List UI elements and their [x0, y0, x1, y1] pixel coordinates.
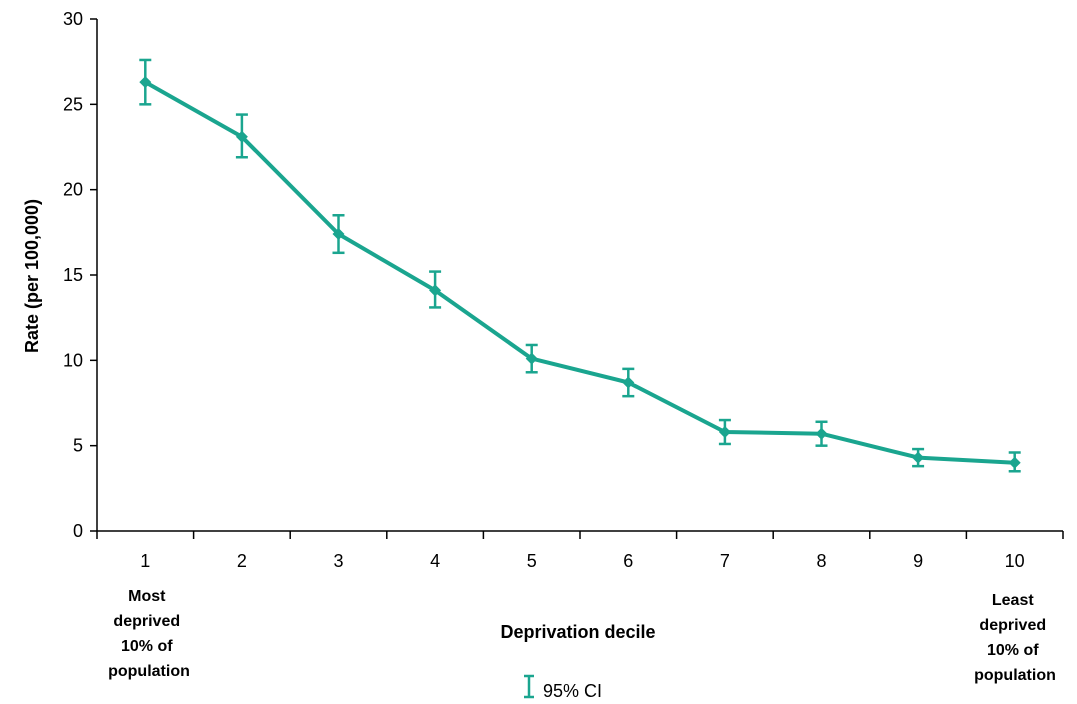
y-axis: 0 5 10 15 20 25 30	[63, 9, 98, 541]
y-tick-label: 15	[63, 265, 83, 285]
data-point	[332, 228, 345, 241]
least-deprived-line: deprived	[979, 617, 1046, 634]
series-line	[144, 80, 1015, 465]
x-tick-label: 3	[333, 551, 343, 571]
x-tick-label: 4	[430, 551, 440, 571]
data-point	[525, 352, 538, 365]
most-deprived-note: Most deprived 10% of population	[108, 588, 190, 680]
least-deprived-line: 10% of	[987, 642, 1039, 659]
data-point	[139, 76, 152, 89]
least-deprived-line: Least	[992, 592, 1034, 609]
legend-label: 95% CI	[543, 681, 602, 701]
x-tick-label: 8	[816, 551, 826, 571]
y-tick-label: 5	[73, 436, 83, 456]
data-point	[912, 451, 925, 464]
x-tick-label: 10	[1005, 551, 1025, 571]
data-point	[1008, 456, 1021, 469]
y-tick-label: 20	[63, 180, 83, 200]
most-deprived-line: population	[108, 663, 190, 680]
y-tick-label: 10	[63, 350, 83, 370]
error-bar-icon	[524, 674, 534, 699]
data-point	[235, 130, 248, 143]
y-axis-title: Rate (per 100,000)	[22, 199, 42, 353]
data-point	[815, 427, 828, 440]
least-deprived-note: Least deprived 10% of population	[974, 592, 1056, 684]
x-axis-title: Deprivation decile	[500, 622, 655, 642]
data-point	[622, 376, 635, 389]
data-point	[429, 284, 442, 297]
most-deprived-line: 10% of	[121, 638, 173, 655]
least-deprived-line: population	[974, 667, 1056, 684]
legend: 95% CI	[524, 674, 602, 701]
x-tick-label: 9	[913, 551, 923, 571]
most-deprived-line: Most	[128, 588, 166, 605]
x-tick-label: 5	[527, 551, 537, 571]
y-tick-label: 25	[63, 94, 83, 114]
x-tick-label: 7	[720, 551, 730, 571]
x-axis: 1 2 3 4 5 6 7 8 9 10	[96, 530, 1064, 571]
most-deprived-line: deprived	[113, 613, 180, 630]
y-tick-label: 30	[63, 9, 83, 29]
data-point	[718, 426, 731, 439]
x-tick-label: 1	[140, 551, 150, 571]
y-tick-label: 0	[73, 521, 83, 541]
series	[139, 58, 1021, 473]
x-tick-label: 6	[623, 551, 633, 571]
x-tick-label: 2	[237, 551, 247, 571]
